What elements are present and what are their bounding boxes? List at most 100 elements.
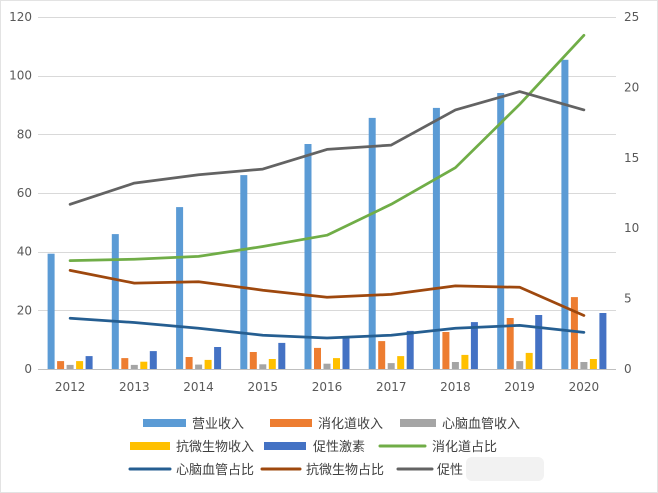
bar-series-4-2018 bbox=[470, 322, 478, 369]
bar-series-4-2020 bbox=[599, 313, 607, 369]
bar-series-2-2016 bbox=[323, 363, 331, 369]
right-axis-tick-label: 0 bbox=[624, 362, 632, 376]
legend-item-1: 消化道收入 bbox=[270, 417, 383, 432]
bar-series-2-2020 bbox=[580, 362, 588, 369]
bar-series-4-2015 bbox=[278, 342, 286, 369]
bar-series-0-2014 bbox=[176, 207, 184, 369]
right-axis-tick-label: 10 bbox=[624, 221, 639, 235]
bar-series-2-2015 bbox=[259, 364, 267, 369]
bar-series-4-2017 bbox=[406, 330, 414, 369]
bar-series-3-2014 bbox=[204, 359, 212, 369]
legend-label: 心脑血管占比 bbox=[176, 463, 254, 478]
bar-series-1-2015 bbox=[249, 352, 257, 369]
legend-item-2: 心脑血管收入 bbox=[400, 417, 520, 432]
left-axis-tick-label: 20 bbox=[17, 303, 32, 317]
bar-series-3-2018 bbox=[461, 354, 469, 369]
legend-item-3: 抗微生物收入 bbox=[130, 440, 254, 455]
line-series-5 bbox=[68, 33, 586, 262]
line-series-group bbox=[68, 33, 586, 340]
bar-series-3-2013 bbox=[140, 361, 148, 369]
legend-swatch bbox=[143, 419, 186, 427]
bar-series-3-2016 bbox=[333, 358, 340, 369]
legend-label: 营业收入 bbox=[192, 417, 244, 432]
right-axis-tick-label: 15 bbox=[624, 151, 639, 165]
bar-series-4-2013 bbox=[149, 351, 157, 369]
x-axis-category-label: 2013 bbox=[119, 380, 150, 394]
legend-label: 促性 bbox=[437, 463, 463, 478]
legend-item-5: 消化道占比 bbox=[378, 440, 497, 455]
bar-series-2-2019 bbox=[516, 361, 524, 369]
legend-swatch bbox=[270, 419, 312, 427]
x-axis-category-label: 2012 bbox=[55, 380, 86, 394]
bar-series-2-2012 bbox=[66, 364, 74, 369]
legend-item-4: 促性激素 bbox=[264, 440, 365, 455]
bar-series-1-2016 bbox=[314, 347, 321, 369]
left-axis-tick-label: 120 bbox=[9, 10, 32, 24]
x-axis-category-label: 2020 bbox=[569, 380, 600, 394]
left-axis-tick-label: 60 bbox=[17, 186, 32, 200]
x-axis-category-label: 2015 bbox=[248, 380, 279, 394]
x-axis-category-label: 2017 bbox=[376, 380, 407, 394]
left-axis-labels: 0 20 40 60 80 100 120 bbox=[9, 10, 32, 376]
bar-series-group bbox=[47, 59, 607, 370]
bar-series-1-2018 bbox=[442, 332, 450, 369]
line-series-6 bbox=[68, 316, 586, 340]
legend-label: 心脑血管收入 bbox=[442, 417, 520, 432]
legend-item-8: 促性 bbox=[396, 463, 463, 478]
bar-series-3-2017 bbox=[397, 356, 405, 369]
x-axis-labels: 2012 2013 2014 2015 2016 2017 2018 2019 2020 bbox=[55, 380, 599, 394]
bar-series-4-2012 bbox=[85, 356, 93, 369]
legend-item-0: 营业收入 bbox=[143, 417, 244, 432]
bar-series-2-2014 bbox=[195, 364, 203, 369]
bar-series-0-2012 bbox=[47, 253, 55, 369]
bar-series-3-2019 bbox=[525, 352, 533, 369]
legend-obscuring-patch bbox=[466, 457, 544, 481]
bar-series-0-2019 bbox=[497, 93, 505, 369]
bar-series-1-2013 bbox=[121, 358, 129, 369]
bar-series-4-2016 bbox=[342, 337, 350, 369]
bar-series-0-2020 bbox=[561, 59, 569, 370]
bar-series-3-2015 bbox=[268, 359, 276, 369]
bar-series-0-2015 bbox=[240, 175, 248, 369]
legend-label: 消化道占比 bbox=[432, 440, 497, 455]
bar-series-1-2019 bbox=[506, 318, 514, 369]
legend-label: 抗微生物占比 bbox=[306, 463, 384, 478]
x-axis-category-label: 2019 bbox=[504, 380, 535, 394]
line-series-8 bbox=[68, 90, 586, 206]
bar-series-0-2017 bbox=[368, 117, 376, 370]
bar-series-2-2017 bbox=[387, 363, 395, 369]
x-axis-category-label: 2014 bbox=[183, 380, 214, 394]
bar-series-1-2020 bbox=[570, 297, 578, 369]
legend-label: 促性激素 bbox=[313, 440, 365, 455]
legend-label: 消化道收入 bbox=[318, 417, 383, 432]
bar-series-3-2012 bbox=[76, 361, 84, 369]
gridlines bbox=[38, 17, 616, 370]
line-series-7 bbox=[68, 269, 586, 317]
right-axis-tick-label: 20 bbox=[624, 80, 639, 94]
right-axis-labels: 0 5 10 15 20 25 bbox=[624, 10, 639, 376]
bar-series-1-2017 bbox=[378, 341, 386, 369]
left-axis-tick-label: 40 bbox=[17, 245, 32, 259]
legend-item-7: 抗微生物占比 bbox=[260, 463, 384, 478]
right-axis-tick-label: 5 bbox=[624, 292, 632, 306]
legend-swatch bbox=[130, 442, 170, 450]
bar-series-4-2014 bbox=[214, 347, 222, 369]
left-axis-tick-label: 80 bbox=[17, 127, 32, 141]
right-axis-tick-label: 25 bbox=[624, 10, 639, 24]
legend-swatch bbox=[400, 419, 436, 427]
legend-swatch bbox=[264, 442, 306, 450]
legend-item-6: 心脑血管占比 bbox=[128, 463, 254, 478]
left-axis-tick-label: 0 bbox=[24, 362, 32, 376]
bar-series-0-2013 bbox=[111, 234, 119, 369]
bar-series-4-2019 bbox=[535, 315, 543, 369]
legend-label: 抗微生物收入 bbox=[176, 440, 254, 455]
bar-series-1-2014 bbox=[185, 357, 193, 369]
x-axis-category-label: 2018 bbox=[440, 380, 471, 394]
bar-series-0-2016 bbox=[304, 144, 312, 369]
bar-series-3-2020 bbox=[589, 359, 597, 369]
bar-series-2-2018 bbox=[451, 362, 459, 369]
bar-series-1-2012 bbox=[57, 361, 65, 369]
